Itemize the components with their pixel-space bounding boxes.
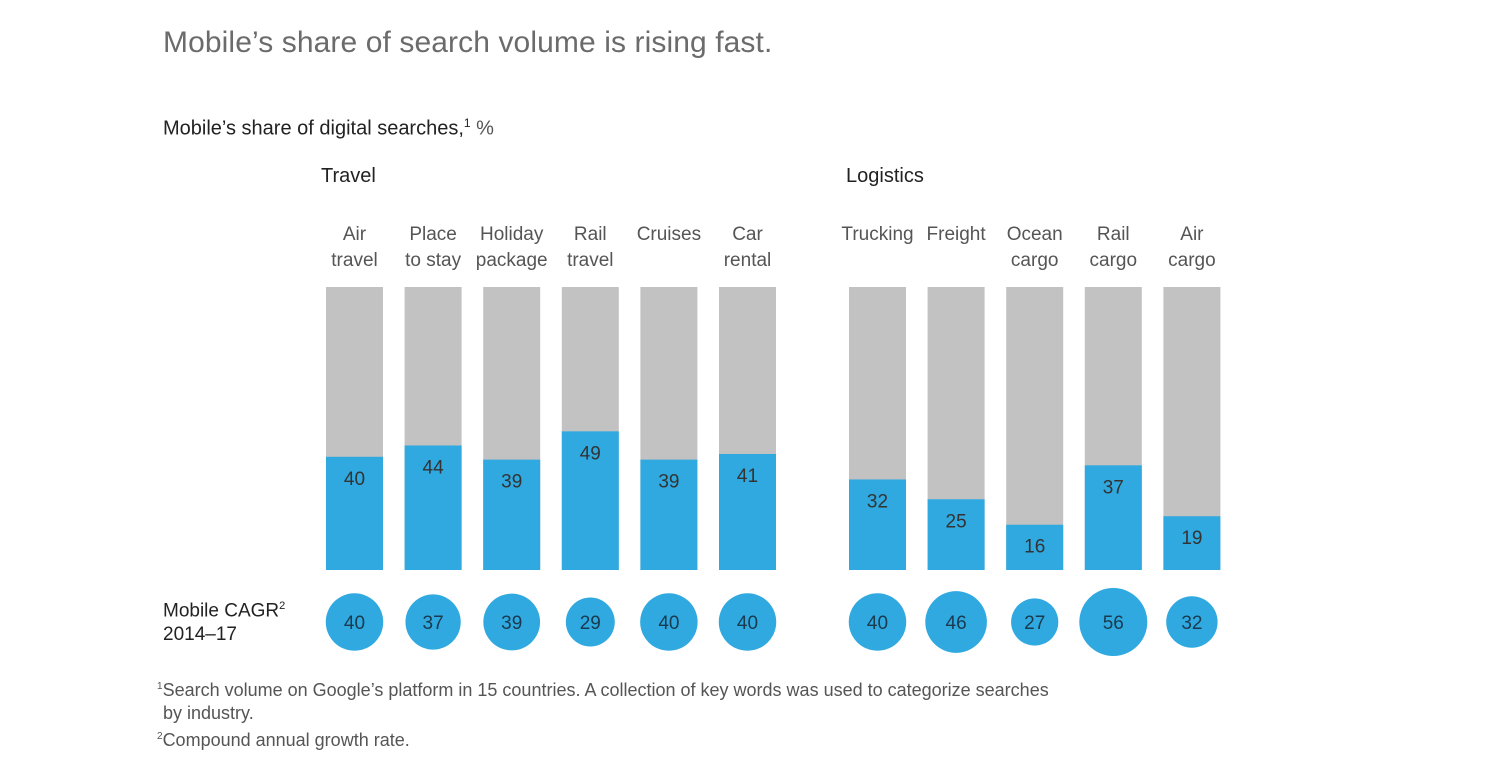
category-label-travel-place-to-stay: Place to stay: [405, 224, 461, 271]
bar-value-label-logistics-trucking: 32: [867, 491, 888, 512]
chart-headline: Mobile’s share of search volume is risin…: [163, 26, 773, 59]
footnote-1-text: Search volume on Google’s platform in 15…: [162, 680, 1049, 700]
bar-value-label-travel-rail-travel: 49: [580, 443, 601, 464]
category-label-logistics-air-cargo: Air cargo: [1168, 224, 1216, 271]
category-label-travel-holiday-package: Holiday package: [476, 224, 548, 271]
cagr-bubble-travel-holiday-package: [483, 593, 541, 651]
cagr-value-label-logistics-ocean-cargo: 27: [1024, 613, 1045, 634]
bar-mobile-travel-cruises: [640, 459, 698, 570]
bar-value-label-logistics-air-cargo: 19: [1181, 528, 1202, 549]
category-label-logistics-rail-cargo: Rail cargo: [1090, 224, 1138, 271]
bar-value-label-travel-cruises: 39: [658, 472, 679, 493]
cagr-bubble-travel-cruises: [640, 593, 698, 651]
footnote-2-mark: 2: [157, 731, 163, 742]
cagr-title-line1: Mobile CAGR: [163, 600, 280, 622]
category-label-logistics-trucking: Trucking: [841, 224, 913, 245]
cagr-bubble-logistics-trucking: [848, 593, 907, 651]
subtitle-unit: %: [470, 117, 494, 140]
cagr-value-label-travel-air-travel: 40: [344, 613, 365, 634]
cagr-value-label-travel-place-to-stay: 37: [423, 613, 444, 634]
cagr-row-title: Mobile CAGR2 2014–17: [163, 594, 285, 647]
group-label-logistics: Logistics: [846, 165, 924, 187]
bar-mobile-travel-place-to-stay: [404, 445, 462, 570]
bar-mobile-travel-car-rental: [719, 453, 776, 570]
bar-mobile-logistics-trucking: [849, 479, 906, 570]
bar-mobile-logistics-ocean-cargo: [1006, 524, 1064, 570]
bar-mobile-travel-rail-travel: [561, 431, 619, 570]
bar-rest-logistics-ocean-cargo: [1006, 287, 1064, 570]
category-label-travel-car-rental: Car rental: [724, 224, 772, 271]
bar-value-label-logistics-rail-cargo: 37: [1103, 477, 1124, 498]
subtitle-text: Mobile’s share of digital searches,: [163, 117, 464, 140]
cagr-value-label-logistics-trucking: 40: [867, 613, 888, 634]
footnotes: 1Search volume on Google’s platform in 1…: [157, 675, 1049, 752]
category-label-travel-cruises: Cruises: [637, 224, 701, 245]
category-label-logistics-freight: Freight: [927, 224, 987, 245]
category-label-travel-air-travel: Air travel: [331, 224, 377, 271]
bar-value-label-logistics-freight: 25: [946, 511, 967, 532]
bar-mobile-logistics-rail-cargo: [1084, 465, 1142, 570]
bar-mobile-logistics-air-cargo: [1163, 516, 1221, 570]
cagr-bubble-logistics-rail-cargo: [1079, 588, 1148, 656]
cagr-bubble-travel-place-to-stay: [405, 594, 461, 650]
cagr-title-footnote-mark: 2: [279, 600, 286, 612]
footnote-2: 2Compound annual growth rate.: [157, 725, 1049, 752]
footnote-1-continued: by industry.: [163, 703, 254, 723]
cagr-bubble-travel-car-rental: [718, 593, 777, 651]
cagr-value-label-logistics-air-cargo: 32: [1181, 613, 1202, 634]
cagr-bubble-logistics-ocean-cargo: [1011, 598, 1059, 646]
cagr-bubble-travel-rail-travel: [565, 597, 615, 647]
bar-value-label-travel-air-travel: 40: [344, 469, 365, 490]
bar-mobile-travel-holiday-package: [483, 459, 541, 570]
chart-subtitle: Mobile’s share of digital searches,1 %: [163, 116, 494, 141]
bar-mobile-travel-air-travel: [326, 456, 383, 570]
cagr-bubble-travel-air-travel: [325, 593, 384, 651]
group-label-travel: Travel: [321, 165, 376, 187]
bar-value-label-travel-place-to-stay: 44: [423, 457, 445, 478]
cagr-bubble-logistics-freight: [925, 591, 987, 653]
footnote-2-text: Compound annual growth rate.: [162, 730, 410, 750]
bar-mobile-logistics-freight: [927, 499, 985, 570]
category-label-logistics-ocean-cargo: Ocean cargo: [1007, 224, 1063, 271]
bar-value-label-travel-car-rental: 41: [737, 466, 758, 487]
bar-value-label-travel-holiday-package: 39: [501, 472, 522, 493]
cagr-value-label-travel-cruises: 40: [658, 613, 679, 634]
cagr-value-label-logistics-rail-cargo: 56: [1103, 613, 1124, 634]
footnote-1: 1Search volume on Google’s platform in 1…: [157, 675, 1049, 702]
cagr-value-label-travel-holiday-package: 39: [501, 613, 522, 634]
category-label-travel-rail-travel: Rail travel: [567, 224, 613, 271]
cagr-bubble-logistics-air-cargo: [1166, 596, 1218, 648]
cagr-value-label-travel-rail-travel: 29: [580, 613, 601, 634]
subtitle-footnote-mark: 1: [463, 116, 471, 130]
cagr-value-label-logistics-freight: 46: [946, 613, 967, 634]
bar-value-label-logistics-ocean-cargo: 16: [1024, 537, 1045, 558]
cagr-title-line2: 2014–17: [163, 624, 237, 646]
cagr-value-label-travel-car-rental: 40: [737, 613, 758, 634]
footnote-1-mark: 1: [157, 681, 163, 692]
